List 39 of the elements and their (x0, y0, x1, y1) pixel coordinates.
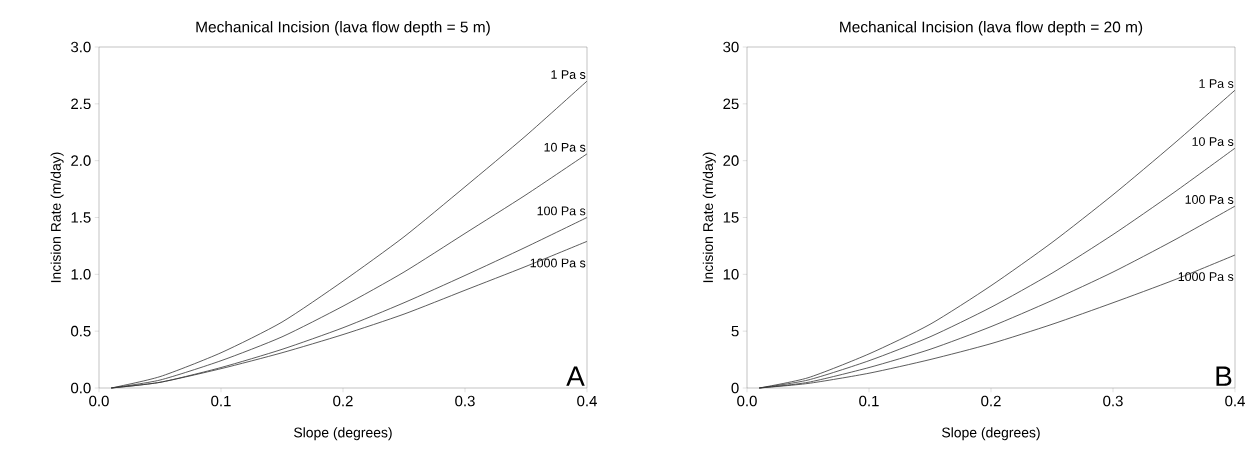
x-tick-label: 0.2 (333, 395, 353, 407)
annotation: A (566, 366, 585, 386)
y-tick-label: 5 (731, 325, 739, 337)
y-tick-label: 3.0 (71, 41, 91, 53)
y-tick-label: 2.0 (71, 155, 91, 166)
x-tick-label: 0.1 (859, 395, 879, 407)
series-label: 1 Pa s (551, 70, 586, 79)
y-tick-label: 1.0 (71, 269, 91, 280)
x-axis-title: Slope (degrees) (942, 427, 1040, 441)
x-tick-label: 0.4 (1225, 395, 1245, 407)
y-tick-label: 0 (731, 382, 739, 394)
y-tick-label: 2.5 (71, 98, 91, 110)
series-label: 1 Pa s (1199, 79, 1234, 88)
x-tick-label: 0.1 (211, 395, 231, 407)
y-tick-label: 30 (723, 41, 739, 53)
x-tick-label: 0.3 (455, 395, 475, 407)
x-tick-label: 0.2 (981, 395, 1001, 407)
y-tick-label: 20 (723, 155, 739, 166)
y-tick-label: 0.5 (71, 325, 91, 337)
y-axis-title: Incision Rate (m/day) (50, 152, 64, 283)
series-label: 100 Pa s (537, 206, 586, 216)
y-tick-label: 10 (723, 269, 739, 280)
x-tick-label: 0.0 (89, 395, 109, 407)
y-tick-label: 15 (723, 212, 739, 223)
y-tick-label: 0.0 (71, 382, 91, 394)
series-label: 1000 Pa s (530, 258, 586, 268)
x-tick-label: 0.4 (577, 395, 597, 407)
chart-title: Mechanical Incision (lava flow depth = 20 m) (840, 21, 1143, 36)
y-tick-label: 1.5 (71, 212, 91, 223)
series-label: 10 Pa s (1192, 137, 1234, 146)
annotation: B (1216, 366, 1232, 386)
series-label: 100 Pa s (1185, 195, 1234, 204)
x-axis-title: Slope (degrees) (294, 427, 392, 441)
chart-title: Mechanical Incision (lava flow depth = 5 m) (196, 21, 490, 36)
x-tick-label: 0.3 (1103, 395, 1123, 407)
series-label: 1000 Pa s (1178, 272, 1234, 282)
y-axis-title: Incision Rate (m/day) (702, 152, 716, 283)
series-label: 10 Pa s (544, 142, 586, 152)
y-tick-label: 25 (723, 98, 739, 110)
